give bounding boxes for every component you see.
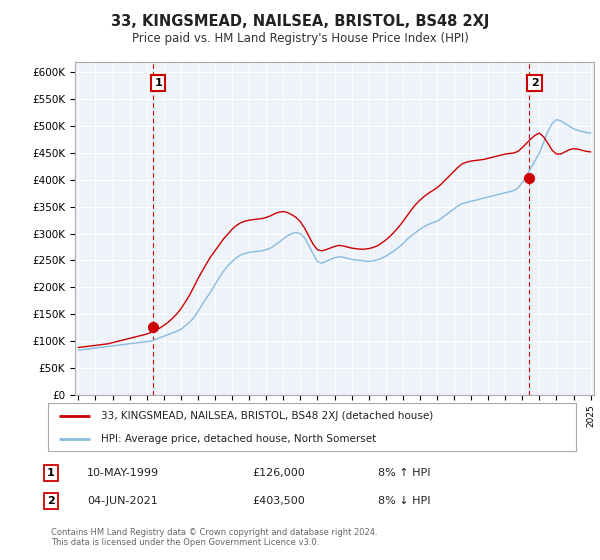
Text: 04-JUN-2021: 04-JUN-2021 [87,496,158,506]
Text: £403,500: £403,500 [252,496,305,506]
Text: 10-MAY-1999: 10-MAY-1999 [87,468,159,478]
Text: Contains HM Land Registry data © Crown copyright and database right 2024.
This d: Contains HM Land Registry data © Crown c… [51,528,377,547]
Text: 33, KINGSMEAD, NAILSEA, BRISTOL, BS48 2XJ (detached house): 33, KINGSMEAD, NAILSEA, BRISTOL, BS48 2X… [101,411,433,421]
Text: 8% ↓ HPI: 8% ↓ HPI [378,496,431,506]
Text: 2: 2 [531,78,538,88]
Text: Price paid vs. HM Land Registry's House Price Index (HPI): Price paid vs. HM Land Registry's House … [131,32,469,45]
Text: 33, KINGSMEAD, NAILSEA, BRISTOL, BS48 2XJ: 33, KINGSMEAD, NAILSEA, BRISTOL, BS48 2X… [111,14,489,29]
Text: 2: 2 [47,496,55,506]
Text: 1: 1 [47,468,55,478]
Text: £126,000: £126,000 [252,468,305,478]
Text: 1: 1 [154,78,162,88]
Text: HPI: Average price, detached house, North Somerset: HPI: Average price, detached house, Nort… [101,434,376,444]
Text: 8% ↑ HPI: 8% ↑ HPI [378,468,431,478]
